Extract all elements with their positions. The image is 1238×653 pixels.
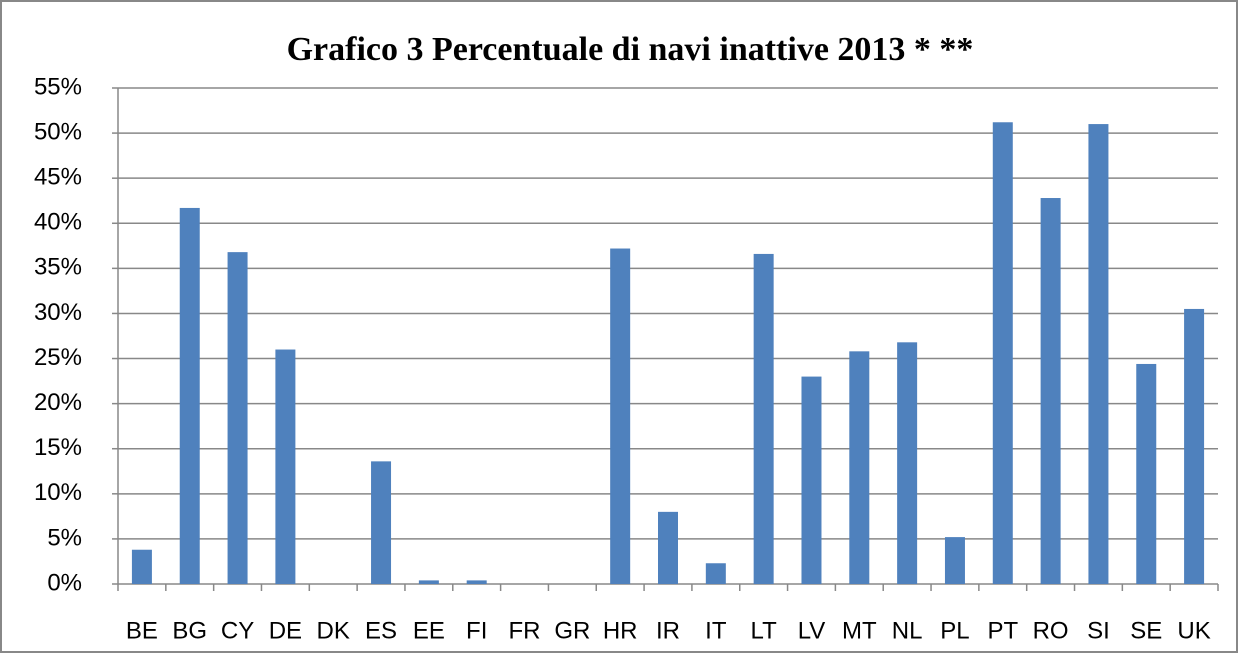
y-tick-label: 55%: [34, 73, 82, 100]
bar: [1136, 363, 1157, 584]
bar: [371, 461, 392, 584]
bar: [275, 349, 296, 584]
x-tick-label: DE: [269, 617, 302, 644]
x-tick-label: PT: [987, 617, 1018, 644]
x-tick-label: HR: [603, 617, 638, 644]
x-tick-label: BE: [126, 617, 158, 644]
x-tick-label: EE: [413, 617, 445, 644]
y-tick-label: 15%: [34, 434, 82, 461]
y-tick-label: 40%: [34, 209, 82, 236]
x-tick-label: DK: [317, 617, 350, 644]
x-tick-label: IR: [656, 617, 680, 644]
y-tick-label: 20%: [34, 389, 82, 416]
bar: [801, 376, 822, 584]
x-tick-label: RO: [1033, 617, 1069, 644]
bar: [705, 563, 726, 584]
y-tick-label: 50%: [34, 118, 82, 145]
y-tick-label: 0%: [47, 569, 82, 596]
y-tick-label: 5%: [47, 524, 82, 551]
y-tick-label: 10%: [34, 479, 82, 506]
x-tick-label: SI: [1087, 617, 1110, 644]
x-tick-label: LV: [798, 617, 826, 644]
bar: [466, 580, 487, 584]
bar: [227, 252, 248, 584]
x-tick-label: LT: [751, 617, 778, 644]
x-tick-label: CY: [221, 617, 254, 644]
chart-title: Grafico 3 Percentuale di navi inattive 2…: [287, 31, 974, 68]
bar: [131, 549, 152, 584]
y-tick-label: 30%: [34, 299, 82, 326]
y-tick-label: 25%: [34, 344, 82, 371]
bar: [753, 253, 774, 584]
x-tick-label: MT: [842, 617, 877, 644]
bar: [992, 122, 1013, 584]
x-tick-label: NL: [892, 617, 923, 644]
x-tick-label: GR: [554, 617, 590, 644]
x-tick-label: PL: [940, 617, 969, 644]
bar: [1088, 124, 1109, 584]
bar: [610, 248, 631, 585]
x-tick-label: BG: [172, 617, 207, 644]
x-tick-label: FI: [466, 617, 487, 644]
y-tick-label: 45%: [34, 164, 82, 191]
bar: [1040, 198, 1061, 584]
bar: [849, 351, 870, 584]
x-tick-label: UK: [1177, 617, 1210, 644]
x-tick-label: IT: [705, 617, 727, 644]
bar: [658, 511, 678, 584]
bar: [944, 537, 965, 584]
x-tick-label: FR: [509, 617, 541, 644]
x-tick-label: SE: [1130, 617, 1162, 644]
bar: [418, 580, 439, 584]
x-tick-label: ES: [365, 617, 397, 644]
bar: [179, 207, 200, 584]
bar: [897, 342, 918, 584]
bar: [1184, 308, 1205, 584]
y-tick-label: 35%: [34, 254, 82, 281]
